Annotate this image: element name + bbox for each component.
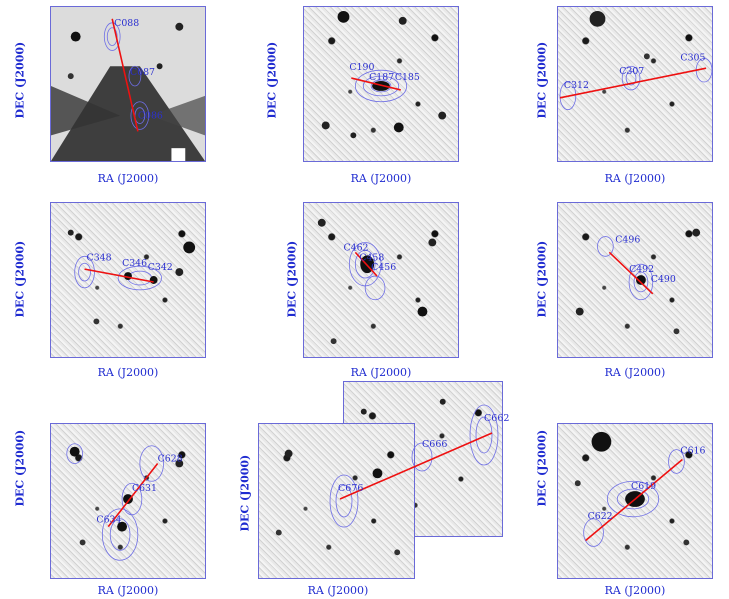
overlay: [275, 449, 401, 556]
image-frame: C312 C307 C305: [557, 6, 713, 162]
mosaic-overlay: C676 C666 C662: [329, 404, 509, 528]
source-label: C312: [564, 80, 589, 91]
source-label: C088: [114, 18, 139, 29]
dec-axis-label: DEC (J2000): [535, 429, 549, 507]
image-frame: C628 C631 C634: [50, 423, 206, 579]
overlay: C312 C307 C305: [559, 10, 712, 111]
dec-axis-label: DEC (J2000): [13, 240, 27, 318]
source-label: C622: [588, 511, 613, 522]
source-label: C458: [359, 252, 384, 263]
source-label: C492: [629, 264, 654, 275]
image-frame: [258, 423, 415, 579]
image-frame: C616 C619 C622: [557, 423, 713, 579]
ra-axis-label: RA (J2000): [97, 172, 159, 185]
ra-axis-label: RA (J2000): [604, 584, 666, 597]
source-label: C087: [130, 67, 155, 78]
source-label: C634: [96, 515, 121, 526]
source-label: C348: [87, 252, 112, 263]
overlay: C616 C619 C622: [574, 431, 705, 547]
source-label: C628: [158, 454, 183, 465]
image-frame: C190 C187 C185: [303, 6, 459, 162]
dec-axis-label: DEC (J2000): [13, 429, 27, 507]
source-label: C346: [122, 258, 147, 269]
source-label: C666: [422, 439, 447, 450]
source-label: C190: [349, 62, 374, 73]
source-label: C456: [371, 262, 396, 273]
source-label: C662: [484, 413, 509, 424]
image-frame: C462 C458 C456: [303, 202, 459, 358]
source-label: C185: [395, 72, 420, 83]
dec-axis-label: DEC (J2000): [265, 41, 279, 119]
ra-axis-label: RA (J2000): [97, 584, 159, 597]
overlay: C348 C346 C342: [67, 229, 196, 325]
ra-axis-label: RA (J2000): [604, 172, 666, 185]
ra-axis-label: RA (J2000): [97, 366, 159, 379]
dec-axis-label: DEC (J2000): [238, 454, 252, 532]
source-label: C619: [631, 481, 656, 492]
source-label: C462: [343, 242, 368, 253]
overlay: C088 C087 C086: [51, 18, 205, 161]
dec-axis-label: DEC (J2000): [13, 41, 27, 119]
ra-axis-label: RA (J2000): [307, 584, 369, 597]
source-label: C342: [148, 262, 173, 273]
source-label: C676: [338, 483, 363, 494]
overlay: C462 C458 C456: [317, 218, 437, 345]
source-label: C187: [369, 72, 394, 83]
image-frame: C088 C087 C086: [50, 6, 206, 162]
source-label: C490: [651, 274, 676, 285]
dec-axis-label: DEC (J2000): [285, 240, 299, 318]
image-frame: C496 C492 C490: [557, 202, 713, 358]
source-label: C305: [680, 52, 705, 63]
overlay: C496 C492 C490: [575, 228, 701, 335]
overlay: C628 C631 C634: [66, 443, 184, 561]
source-label: C496: [615, 234, 640, 245]
source-label: C307: [619, 66, 644, 77]
source-label: C086: [138, 111, 163, 122]
ra-axis-label: RA (J2000): [350, 366, 412, 379]
image-frame: C348 C346 C342: [50, 202, 206, 358]
ra-axis-label: RA (J2000): [604, 366, 666, 379]
overlay: C190 C187 C185: [321, 10, 447, 139]
dec-axis-label: DEC (J2000): [535, 240, 549, 318]
source-label: C631: [132, 483, 157, 494]
source-label: C616: [680, 446, 705, 457]
dec-axis-label: DEC (J2000): [535, 41, 549, 119]
ra-axis-label: RA (J2000): [350, 172, 412, 185]
